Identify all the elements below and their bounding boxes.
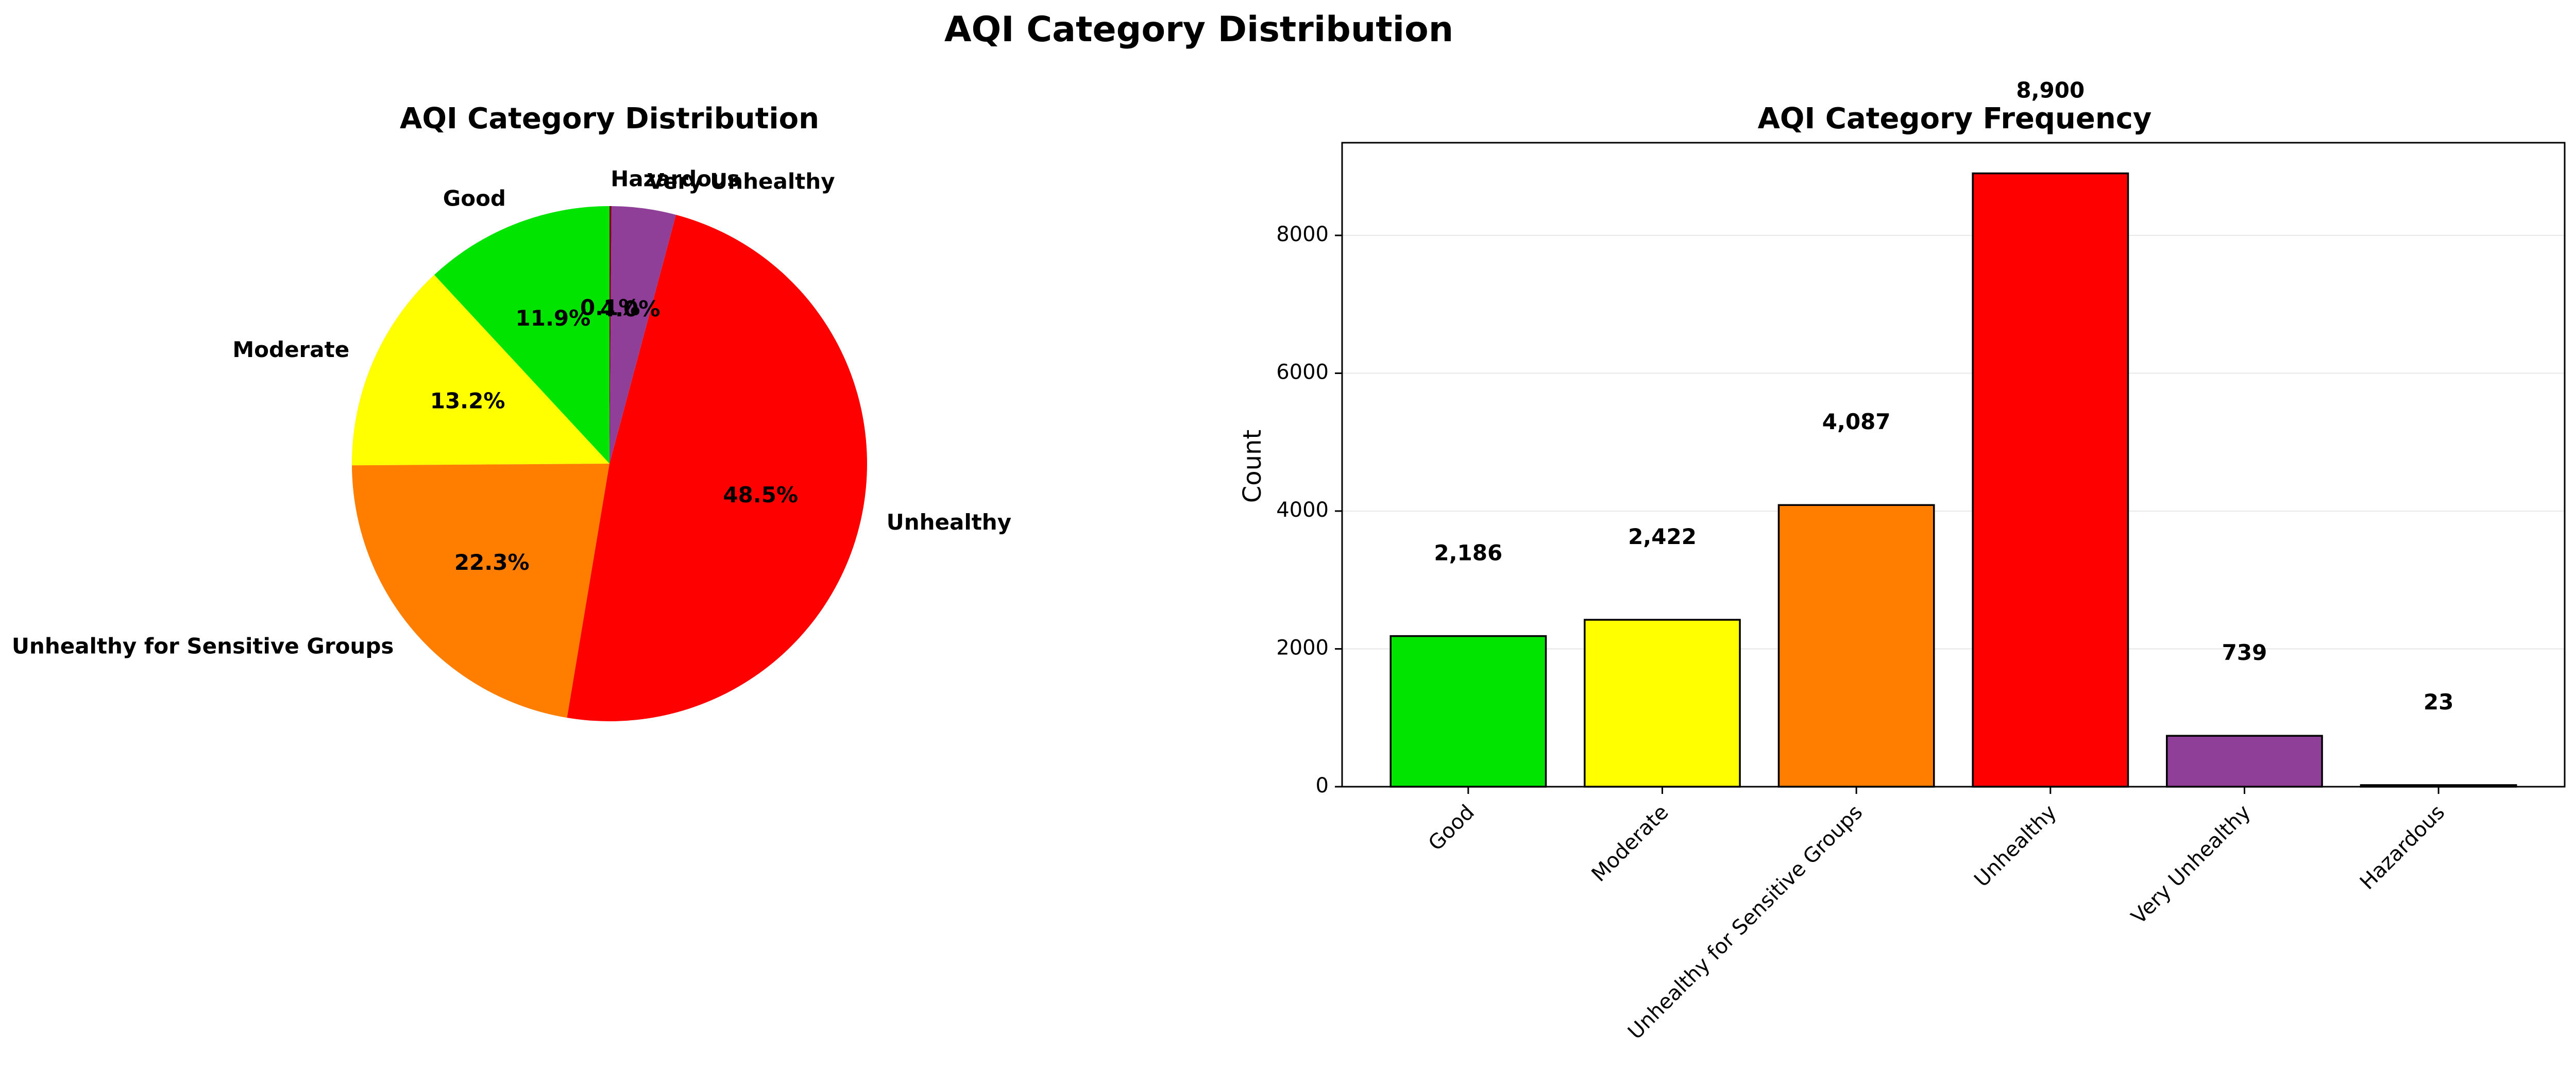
pie-label-unhealthy: Unhealthy bbox=[887, 510, 1011, 535]
pie-slice-moderate bbox=[351, 275, 609, 466]
bar-bars bbox=[1389, 172, 2517, 788]
pie-percent-moderate: 13.2% bbox=[430, 388, 505, 413]
pie-label-moderate: Moderate bbox=[232, 337, 349, 362]
bar-chart: AQI Category Frequency 0 2000 4000 6000 8000… bbox=[1238, 77, 2566, 1044]
y-tick-label-4000: 4000 bbox=[1276, 498, 1329, 522]
bar-gridlines bbox=[1342, 234, 2565, 650]
pie-percent-hazardous: 0.1% bbox=[580, 295, 640, 320]
pie-percent-very-unhealthy: 4.0% bbox=[600, 296, 660, 321]
pie-label-very-unhealthy: Very Unhealthy bbox=[648, 169, 835, 194]
pie-percent-unhealthy-for-sensitive-groups: 22.3% bbox=[454, 550, 530, 575]
bar-value-very-unhealthy: 739 bbox=[2222, 640, 2267, 665]
pie-slice-hazardous bbox=[609, 206, 612, 464]
pie-slices bbox=[351, 206, 868, 722]
bar-title: AQI Category Frequency bbox=[1758, 102, 2152, 135]
pie-texts: 11.9% Good 13.2% Moderate 22.3% Unhealthy for… bbox=[12, 166, 1011, 659]
pie-slice-unhealthy bbox=[567, 214, 868, 722]
pie-label-hazardous: Hazardous bbox=[611, 166, 740, 192]
pie-percent-good: 11.9% bbox=[516, 306, 591, 331]
bar-moderate bbox=[1584, 619, 1741, 788]
bar-good bbox=[1389, 635, 1547, 788]
bar-unhealthy-for-sensitive-groups bbox=[1777, 504, 1935, 788]
bar-value-hazardous: 23 bbox=[2424, 689, 2453, 715]
bar-value-moderate: 2,422 bbox=[1628, 524, 1697, 549]
bar-value-labels: 2,186 2,422 4,087 8,900 739 23 bbox=[1434, 77, 2453, 714]
pie-title: AQI Category Distribution bbox=[400, 102, 819, 135]
bar-value-unhealthy-for-sensitive-groups: 4,087 bbox=[1822, 409, 1891, 434]
bar-value-unhealthy: 8,900 bbox=[2016, 77, 2084, 103]
pie-slice-very-unhealthy bbox=[609, 206, 676, 464]
pie-label-unhealthy-for-sensitive-groups: Unhealthy for Sensitive Groups bbox=[12, 633, 394, 658]
y-tick-label-8000: 8000 bbox=[1276, 223, 1329, 246]
pie-slice-good bbox=[434, 206, 609, 464]
x-tick-label-unhealthy-for-sensitive-groups: Unhealthy for Sensitive Groups bbox=[1623, 801, 1867, 1044]
x-tick-label-hazardous: Hazardous bbox=[2355, 801, 2449, 894]
bar-y-axis-label: Count bbox=[1238, 430, 1267, 503]
x-tick-label-unhealthy: Unhealthy bbox=[1970, 801, 2061, 892]
figure-title: AQI Category Distribution bbox=[944, 9, 1453, 50]
bar-unhealthy bbox=[1972, 172, 2129, 788]
bar-value-good: 2,186 bbox=[1434, 540, 1502, 566]
x-tick-label-moderate: Moderate bbox=[1587, 801, 1673, 887]
y-tick-label-6000: 6000 bbox=[1276, 360, 1329, 384]
bar-y-ticks: 0 2000 4000 6000 8000 bbox=[1276, 223, 1342, 798]
x-tick-label-good: Good bbox=[1424, 801, 1479, 856]
bar-very-unhealthy bbox=[2166, 735, 2323, 788]
pie-label-good: Good bbox=[443, 186, 506, 211]
pie-slice-unhealthy-for-sensitive-groups bbox=[352, 464, 609, 718]
bar-axes-border bbox=[1341, 142, 2566, 788]
pie-chart: AQI Category Distribution 11.9% Good 13.2%… bbox=[12, 102, 1011, 722]
x-tick-label-very-unhealthy: Very Unhealthy bbox=[2127, 801, 2255, 929]
pie-percent-unhealthy: 48.5% bbox=[723, 482, 798, 507]
bar-axes-frame bbox=[1341, 142, 2566, 788]
y-tick-label-0: 0 bbox=[1316, 774, 1329, 798]
y-tick-label-2000: 2000 bbox=[1276, 636, 1329, 659]
